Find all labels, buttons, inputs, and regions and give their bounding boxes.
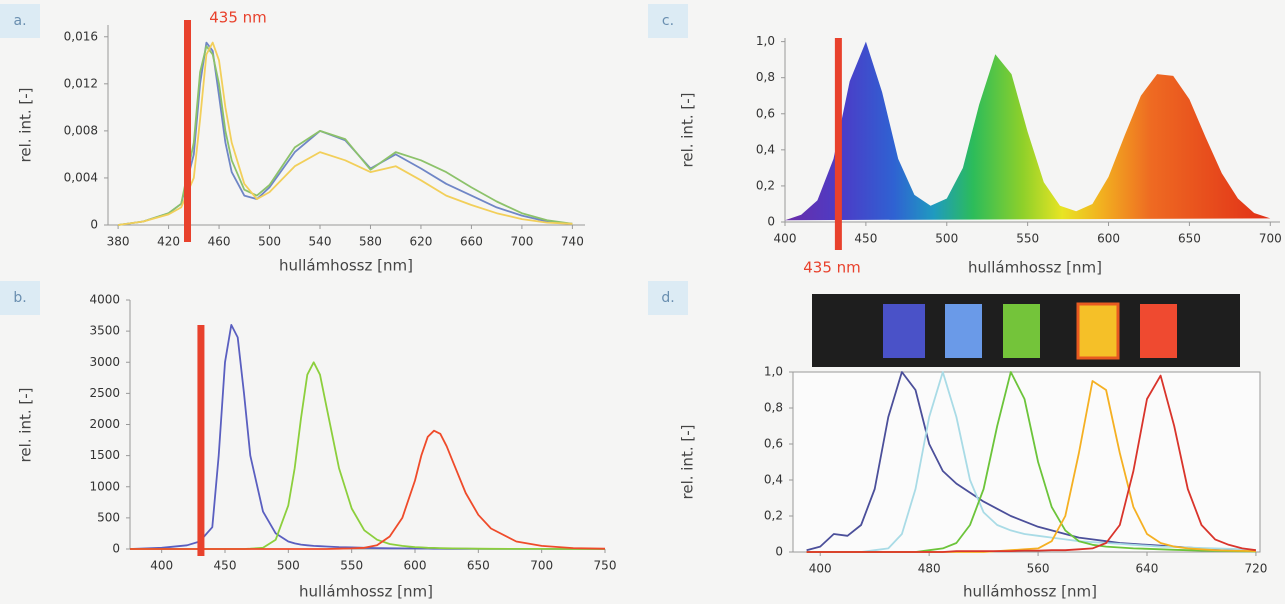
x-tick-label: 450 xyxy=(214,559,237,573)
spectrum-area xyxy=(785,41,1271,221)
x-tick-label: 620 xyxy=(409,235,432,249)
x-tick-label: 550 xyxy=(1016,232,1039,246)
spectrum-line xyxy=(117,41,573,226)
x-tick-label: 450 xyxy=(854,232,877,246)
x-tick-label: 660 xyxy=(460,235,483,249)
y-tick-label: 0 xyxy=(767,215,775,229)
y-tick-label: 3000 xyxy=(89,355,120,369)
x-tick-label: 500 xyxy=(277,559,300,573)
y-axis-label: rel. int. [-] xyxy=(679,425,697,500)
panel-label-box xyxy=(648,4,688,38)
y-tick-label: 500 xyxy=(97,510,120,524)
panel-label: a. xyxy=(13,13,26,29)
panel-label: d. xyxy=(661,290,674,306)
spectrum-line xyxy=(130,429,606,550)
x-tick-label: 420 xyxy=(157,235,180,249)
y-tick-label: 2500 xyxy=(89,386,120,400)
y-tick-label: 0 xyxy=(112,542,120,556)
x-tick-label: 460 xyxy=(208,235,231,249)
y-tick-label: 0,008 xyxy=(64,123,98,137)
y-tick-label: 0,6 xyxy=(764,437,783,451)
x-tick-label: 740 xyxy=(561,235,584,249)
y-tick-label: 1,0 xyxy=(756,34,775,48)
x-axis-label: hullámhossz [nm] xyxy=(299,583,433,601)
x-tick-label: 480 xyxy=(918,562,941,576)
x-tick-label: 540 xyxy=(309,235,332,249)
panel-label-box xyxy=(0,281,40,315)
y-tick-label: 1000 xyxy=(89,479,120,493)
x-tick-label: 380 xyxy=(107,235,130,249)
marker-label: 435 nm xyxy=(209,9,267,27)
y-tick-label: 0,2 xyxy=(764,509,783,523)
x-tick-label: 640 xyxy=(1136,562,1159,576)
x-tick-label: 560 xyxy=(1027,562,1050,576)
wavelength-marker xyxy=(197,325,205,556)
panel-label-box xyxy=(0,4,40,38)
led-green xyxy=(1003,304,1040,358)
x-tick-label: 500 xyxy=(258,235,281,249)
x-tick-label: 600 xyxy=(1097,232,1120,246)
x-tick-label: 650 xyxy=(1178,232,1201,246)
y-tick-label: 2000 xyxy=(89,417,120,431)
plot-frame xyxy=(792,371,1261,553)
led-blue xyxy=(883,304,925,358)
y-tick-label: 0,2 xyxy=(756,178,775,192)
wavelength-marker xyxy=(834,38,842,250)
x-tick-label: 700 xyxy=(530,559,553,573)
x-tick-label: 580 xyxy=(359,235,382,249)
y-axis-label: rel. int. [-] xyxy=(17,388,35,463)
x-tick-label: 550 xyxy=(340,559,363,573)
x-tick-label: 700 xyxy=(1259,232,1282,246)
y-tick-label: 0,4 xyxy=(756,142,775,156)
y-tick-label: 0,4 xyxy=(764,473,783,487)
x-tick-label: 400 xyxy=(150,559,173,573)
x-tick-label: 500 xyxy=(935,232,958,246)
led-light-blue xyxy=(945,304,982,358)
x-tick-label: 400 xyxy=(774,232,797,246)
y-tick-label: 0,016 xyxy=(64,29,98,43)
y-tick-label: 0,8 xyxy=(756,70,775,84)
x-axis-label: hullámhossz [nm] xyxy=(968,259,1102,277)
y-tick-label: 0 xyxy=(775,545,783,559)
x-tick-label: 700 xyxy=(510,235,533,249)
y-tick-label: 1500 xyxy=(89,448,120,462)
led-amber xyxy=(1076,302,1120,360)
led-red xyxy=(1140,304,1177,358)
y-tick-label: 1,0 xyxy=(764,365,783,379)
x-axis-label: hullámhossz [nm] xyxy=(279,257,413,275)
y-tick-label: 0,8 xyxy=(764,401,783,415)
x-tick-label: 400 xyxy=(809,562,832,576)
y-tick-label: 0,012 xyxy=(64,76,98,90)
x-axis-label: hullámhossz [nm] xyxy=(963,583,1097,601)
marker-label: 435 nm xyxy=(803,259,861,277)
x-tick-label: 720 xyxy=(1244,562,1267,576)
panel-label-box xyxy=(648,281,688,315)
wavelength-marker xyxy=(184,20,191,242)
x-tick-label: 650 xyxy=(467,559,490,573)
x-tick-label: 750 xyxy=(594,559,617,573)
y-tick-label: 4000 xyxy=(89,293,120,307)
spectrum-line xyxy=(117,41,573,226)
spectrum-line xyxy=(117,45,573,226)
y-tick-label: 3500 xyxy=(89,324,120,338)
y-axis-label: rel. int. [-] xyxy=(17,88,35,163)
panel-label: b. xyxy=(13,290,26,306)
led-photo xyxy=(812,294,1240,367)
y-axis-label: rel. int. [-] xyxy=(679,93,697,168)
spectrum-line xyxy=(806,374,1257,553)
x-tick-label: 600 xyxy=(404,559,427,573)
y-tick-label: 0,6 xyxy=(756,106,775,120)
y-tick-label: 0 xyxy=(90,218,98,232)
panel-label: c. xyxy=(662,13,674,29)
y-tick-label: 0,004 xyxy=(64,170,98,184)
